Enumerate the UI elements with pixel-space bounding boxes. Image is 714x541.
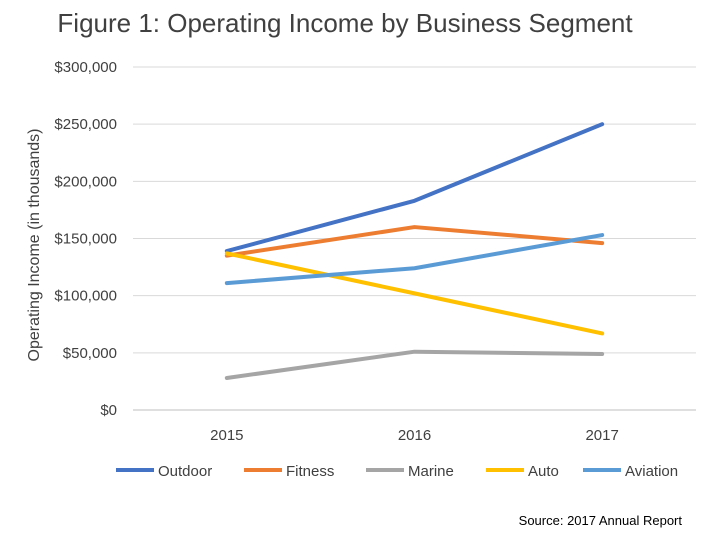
legend-label-auto: Auto [528, 463, 559, 480]
y-tick-label: $300,000 [54, 59, 117, 76]
y-tick-label: $0 [100, 402, 117, 419]
chart-title: Figure 1: Operating Income by Business S… [57, 8, 633, 38]
series-lines [224, 122, 605, 380]
series-line-outdoor [224, 122, 605, 254]
y-axis-ticks: $0 $50,000 $100,000 $150,000 $200,000 $250,00… [54, 59, 117, 419]
series-line-auto [224, 251, 605, 336]
legend-label-aviation: Aviation [625, 463, 678, 480]
gridlines [133, 66, 696, 354]
series-line-marine [224, 349, 605, 380]
y-tick-label: $150,000 [54, 231, 117, 248]
legend-label-fitness: Fitness [286, 463, 334, 480]
legend: Outdoor Fitness Marine Auto Aviation [116, 463, 678, 480]
y-tick-label: $200,000 [54, 173, 117, 190]
series-line-aviation [224, 233, 605, 286]
x-tick-label: 2016 [398, 427, 431, 444]
y-tick-label: $100,000 [54, 288, 117, 305]
x-tick-label: 2017 [585, 427, 618, 444]
x-axis-ticks: 2015 2016 2017 [210, 427, 619, 444]
legend-label-marine: Marine [408, 463, 454, 480]
y-tick-label: $50,000 [63, 345, 117, 362]
series-line-fitness [224, 225, 605, 258]
x-tick-label: 2015 [210, 427, 243, 444]
source-note: Source: 2017 Annual Report [519, 513, 683, 528]
y-axis-label: Operating Income (in thousands) [26, 128, 43, 361]
legend-label-outdoor: Outdoor [158, 463, 212, 480]
y-tick-label: $250,000 [54, 116, 117, 133]
